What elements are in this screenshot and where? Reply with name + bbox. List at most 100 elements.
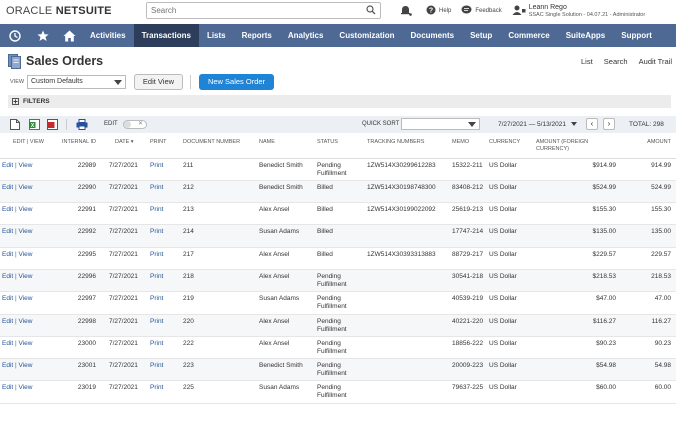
edit-link[interactable]: Edit	[2, 384, 14, 392]
expand-filters-icon[interactable]	[12, 98, 19, 105]
next-page-button[interactable]: ›	[603, 118, 615, 130]
print-link[interactable]: Print	[148, 180, 181, 204]
view-link[interactable]: View	[18, 295, 33, 303]
print-link[interactable]: Print	[148, 202, 181, 226]
new-sales-order-button[interactable]: New Sales Order	[199, 74, 274, 90]
edit-link[interactable]: Edit	[2, 228, 14, 236]
date-range-select[interactable]: 7/27/2021 — 5/13/2021	[498, 121, 577, 128]
document-number-cell: 225	[181, 380, 257, 404]
print-link[interactable]: Print	[148, 247, 181, 270]
view-link[interactable]: View	[18, 339, 33, 347]
view-link[interactable]: View	[18, 362, 33, 370]
divider	[66, 119, 67, 130]
view-link[interactable]: View	[18, 384, 33, 392]
internal-id-cell: 23000	[57, 336, 101, 360]
view-link[interactable]: View	[18, 228, 33, 236]
col-internal-id[interactable]: INTERNAL ID	[57, 136, 101, 159]
print-link[interactable]: Print	[148, 158, 181, 181]
edit-link[interactable]: Edit	[2, 317, 14, 325]
previous-page-button[interactable]: ‹	[586, 118, 598, 130]
netsuite-logo[interactable]: ORACLE NETSUITE	[6, 5, 112, 17]
feedback-icon[interactable]	[461, 5, 472, 17]
nav-transactions[interactable]: Transactions	[133, 24, 199, 47]
list-link[interactable]: List	[581, 57, 593, 66]
link-separator: |	[13, 183, 19, 191]
col-tracking-numbers[interactable]: TRACKING NUMBERS	[365, 136, 450, 159]
view-link[interactable]: View	[18, 272, 33, 280]
bell-icon[interactable]	[400, 5, 412, 18]
search-link[interactable]: Search	[603, 57, 628, 66]
export-excel-icon[interactable]: X	[29, 119, 40, 132]
edit-link[interactable]: Edit	[2, 272, 14, 280]
link-separator: |	[13, 228, 19, 236]
nav-support[interactable]: Support	[621, 31, 652, 40]
search-input[interactable]	[147, 3, 357, 18]
global-search[interactable]	[146, 2, 381, 19]
recent-icon[interactable]	[0, 24, 30, 47]
print-link[interactable]: Print	[148, 291, 181, 315]
edit-view-button[interactable]: Edit View	[134, 74, 183, 90]
view-link[interactable]: View	[18, 317, 33, 325]
nav-documents[interactable]: Documents	[410, 31, 455, 40]
user-info[interactable]: Leann Rego SSAC Single Solution - 04.07.…	[529, 4, 645, 19]
inline-edit-toggle[interactable]: ✕	[123, 120, 147, 129]
print-link[interactable]: Print	[148, 314, 181, 337]
edit-link[interactable]: Edit	[2, 206, 14, 214]
nav-suiteapps[interactable]: SuiteApps	[565, 31, 606, 40]
quick-sort-label: QUICK SORT	[362, 121, 400, 127]
view-link[interactable]: View	[18, 161, 33, 169]
edit-link[interactable]: Edit	[2, 250, 14, 258]
col-amount[interactable]: AMOUNT	[621, 136, 676, 159]
table-row: Edit | View 22991 7/27/2021 Print 213 Alex An…	[0, 202, 676, 226]
col-date[interactable]: DATE ▾	[101, 136, 148, 159]
filters-bar[interactable]: FILTERS	[8, 95, 671, 108]
col-status[interactable]: STATUS	[315, 136, 365, 159]
print-link[interactable]: Print	[148, 224, 181, 248]
memo-cell: 25619-213	[450, 202, 487, 226]
nav-lists[interactable]: Lists	[206, 31, 226, 40]
table-row: Edit | View 22996 7/27/2021 Print 218 Alex An…	[0, 269, 676, 293]
print-link[interactable]: Print	[148, 358, 181, 382]
view-select[interactable]: Custom Defaults	[27, 75, 126, 89]
help-icon[interactable]: ?	[426, 5, 436, 17]
export-pdf-icon[interactable]	[47, 119, 58, 132]
quick-sort-select[interactable]	[401, 118, 480, 130]
nav-analytics[interactable]: Analytics	[287, 31, 324, 40]
document-number-cell: 218	[181, 269, 257, 293]
edit-link[interactable]: Edit	[2, 183, 14, 191]
nav-customization[interactable]: Customization	[339, 31, 395, 40]
col-document-number[interactable]: DOCUMENT NUMBER	[181, 136, 257, 159]
edit-link[interactable]: Edit	[2, 161, 14, 169]
tracking-cell	[365, 314, 450, 337]
user-icon[interactable]	[512, 5, 526, 18]
edit-link[interactable]: Edit	[2, 295, 14, 303]
col-currency[interactable]: CURRENCY	[487, 136, 534, 159]
col-name[interactable]: NAME	[257, 136, 315, 159]
star-icon[interactable]	[30, 24, 56, 47]
nav-setup[interactable]: Setup	[470, 31, 493, 40]
audit-trail-link[interactable]: Audit Trail	[638, 57, 672, 66]
print-icon[interactable]	[76, 119, 88, 132]
edit-link[interactable]: Edit	[2, 362, 14, 370]
edit-view-cell: Edit | View	[0, 180, 57, 204]
print-link[interactable]: Print	[148, 269, 181, 293]
view-link[interactable]: View	[18, 183, 33, 191]
home-icon[interactable]	[56, 24, 82, 47]
edit-link[interactable]: Edit	[2, 339, 14, 347]
nav-commerce[interactable]: Commerce	[508, 31, 550, 40]
nav-activities[interactable]: Activities	[90, 31, 126, 40]
view-link[interactable]: View	[18, 206, 33, 214]
col-memo[interactable]: MEMO	[450, 136, 487, 159]
col-amount-foreign[interactable]: AMOUNT (FOREIGN CURRENCY)	[534, 136, 621, 159]
feedback-label[interactable]: Feedback	[475, 8, 502, 14]
user-name: Leann Rego	[528, 3, 567, 11]
view-link[interactable]: View	[18, 250, 33, 258]
print-link[interactable]: Print	[148, 380, 181, 404]
print-link[interactable]: Print	[148, 336, 181, 360]
new-file-icon[interactable]	[10, 119, 20, 132]
nav-reports[interactable]: Reports	[241, 31, 272, 40]
help-label[interactable]: Help	[439, 8, 452, 14]
status-cell: Pending Fulfillment	[315, 358, 365, 382]
search-icon[interactable]	[366, 5, 376, 17]
col-edit-view: EDIT | VIEW	[0, 136, 57, 159]
